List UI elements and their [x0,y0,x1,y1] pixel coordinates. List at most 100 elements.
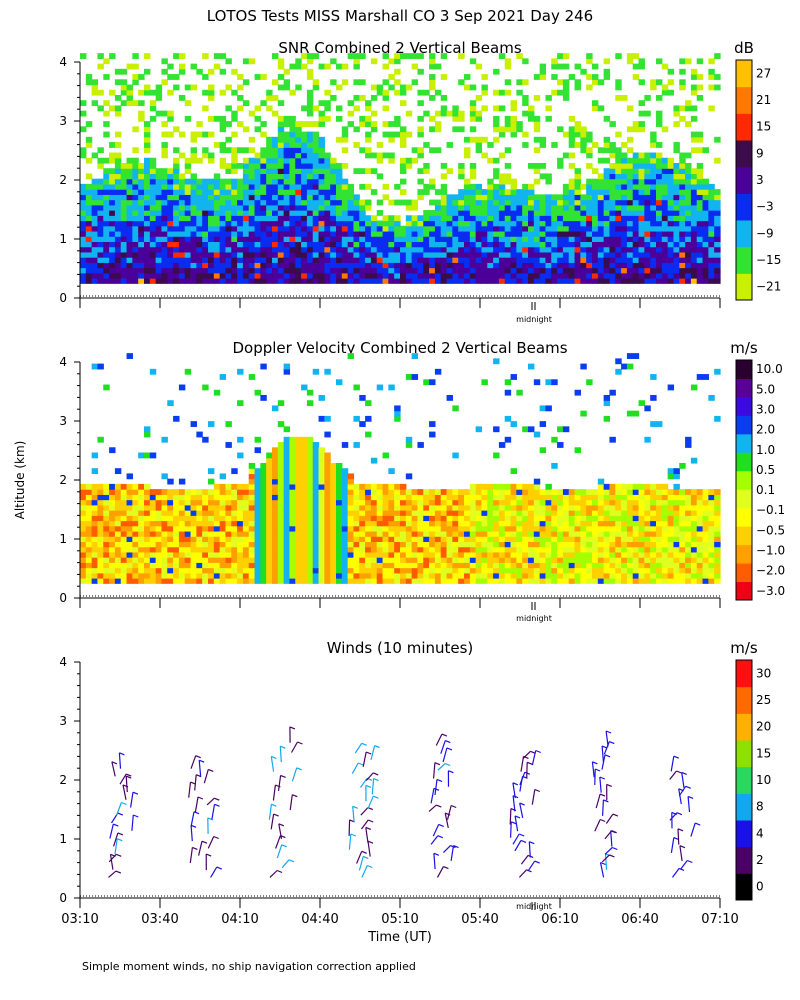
snr-cell [353,194,360,201]
snr-cell [295,267,302,274]
snr-cell [254,262,261,269]
snr-cell [656,183,663,190]
doppler-cell [318,499,325,506]
snr-cell [464,262,471,269]
doppler-cell [510,546,517,553]
doppler-cell [301,457,308,464]
doppler-cell [370,541,378,548]
snr-cell [644,173,651,180]
snr-cell [109,168,116,175]
doppler-cell [85,536,93,543]
doppler-cell [522,504,529,511]
doppler-cell [533,530,541,537]
doppler-cell [248,499,256,506]
snr-cell [301,131,308,138]
snr-cell [120,246,128,253]
snr-cell [306,267,314,274]
snr-cell [254,246,261,253]
doppler-cell [336,494,343,501]
doppler-cell [568,541,576,548]
snr-cell [138,178,145,185]
snr-cell [161,225,168,232]
doppler-cell [167,510,174,516]
snr-cell [237,220,244,227]
snr-cell [464,241,471,248]
snr-cell [603,230,611,237]
snr-cell [429,230,436,237]
snr-cell [562,189,570,195]
snr-cell [533,94,541,101]
snr-cell [702,267,709,274]
snr-cell [336,115,343,122]
snr-cell [242,241,250,248]
snr-cell [661,215,669,222]
snr-cell [411,246,419,253]
doppler-cell [225,483,232,490]
doppler-cell [312,494,320,501]
snr-cell [475,136,483,143]
snr-cell [120,278,128,284]
doppler-cell [510,374,517,380]
doppler-cell [196,499,203,506]
doppler-cell [411,530,419,537]
doppler-cell [452,504,459,511]
snr-cell [277,236,285,243]
doppler-cell [341,536,349,543]
snr-cell [603,115,611,122]
snr-cell [114,215,122,222]
snr-cell [667,199,675,206]
snr-cell [173,157,180,164]
snr-cell [626,105,634,112]
snr-cell [574,262,581,269]
snr-cell [324,63,331,70]
snr-cell [574,79,581,86]
snr-cell [254,178,261,185]
snr-cell [213,189,221,195]
snr-cell [382,53,389,59]
doppler-cell [167,572,174,579]
snr-cell [196,210,203,216]
snr-cell [225,210,232,216]
doppler-cell [481,499,488,506]
snr-cell [144,157,151,164]
snr-cell [254,189,261,195]
snr-cell [370,220,378,227]
snr-cell [336,84,343,91]
doppler-cell [557,567,564,574]
doppler-cell [178,478,186,485]
snr-cell [155,246,163,253]
snr-cell [574,215,581,222]
snr-cell [324,241,331,248]
doppler-cell [551,436,558,443]
snr-cell [696,215,704,222]
snr-cell [685,152,692,159]
snr-cell [516,199,523,206]
doppler-cell [97,567,104,574]
doppler-cell [336,551,343,558]
doppler-cell [586,572,593,579]
doppler-cell [417,504,424,511]
snr-cell [539,272,547,279]
snr-cell [132,204,139,211]
snr-midnight-label: midnight [516,315,552,324]
doppler-cell [120,551,128,558]
doppler-cell [522,489,529,495]
snr-cell [301,267,308,274]
doppler-cell [312,567,320,574]
snr-cell [353,272,360,279]
doppler-cell [202,436,209,443]
doppler-cell [219,489,227,495]
snr-cell [155,257,163,263]
doppler-cell [400,567,407,574]
snr-cell [231,147,238,154]
snr-cell [673,278,680,284]
snr-cell [685,183,692,190]
doppler-cell [260,483,267,490]
doppler-cell [487,536,494,543]
snr-cell [714,241,721,248]
snr-cell [568,262,576,269]
snr-cell [272,189,279,195]
doppler-cell [330,468,337,475]
snr-cell [574,278,581,284]
snr-cell [301,230,308,237]
